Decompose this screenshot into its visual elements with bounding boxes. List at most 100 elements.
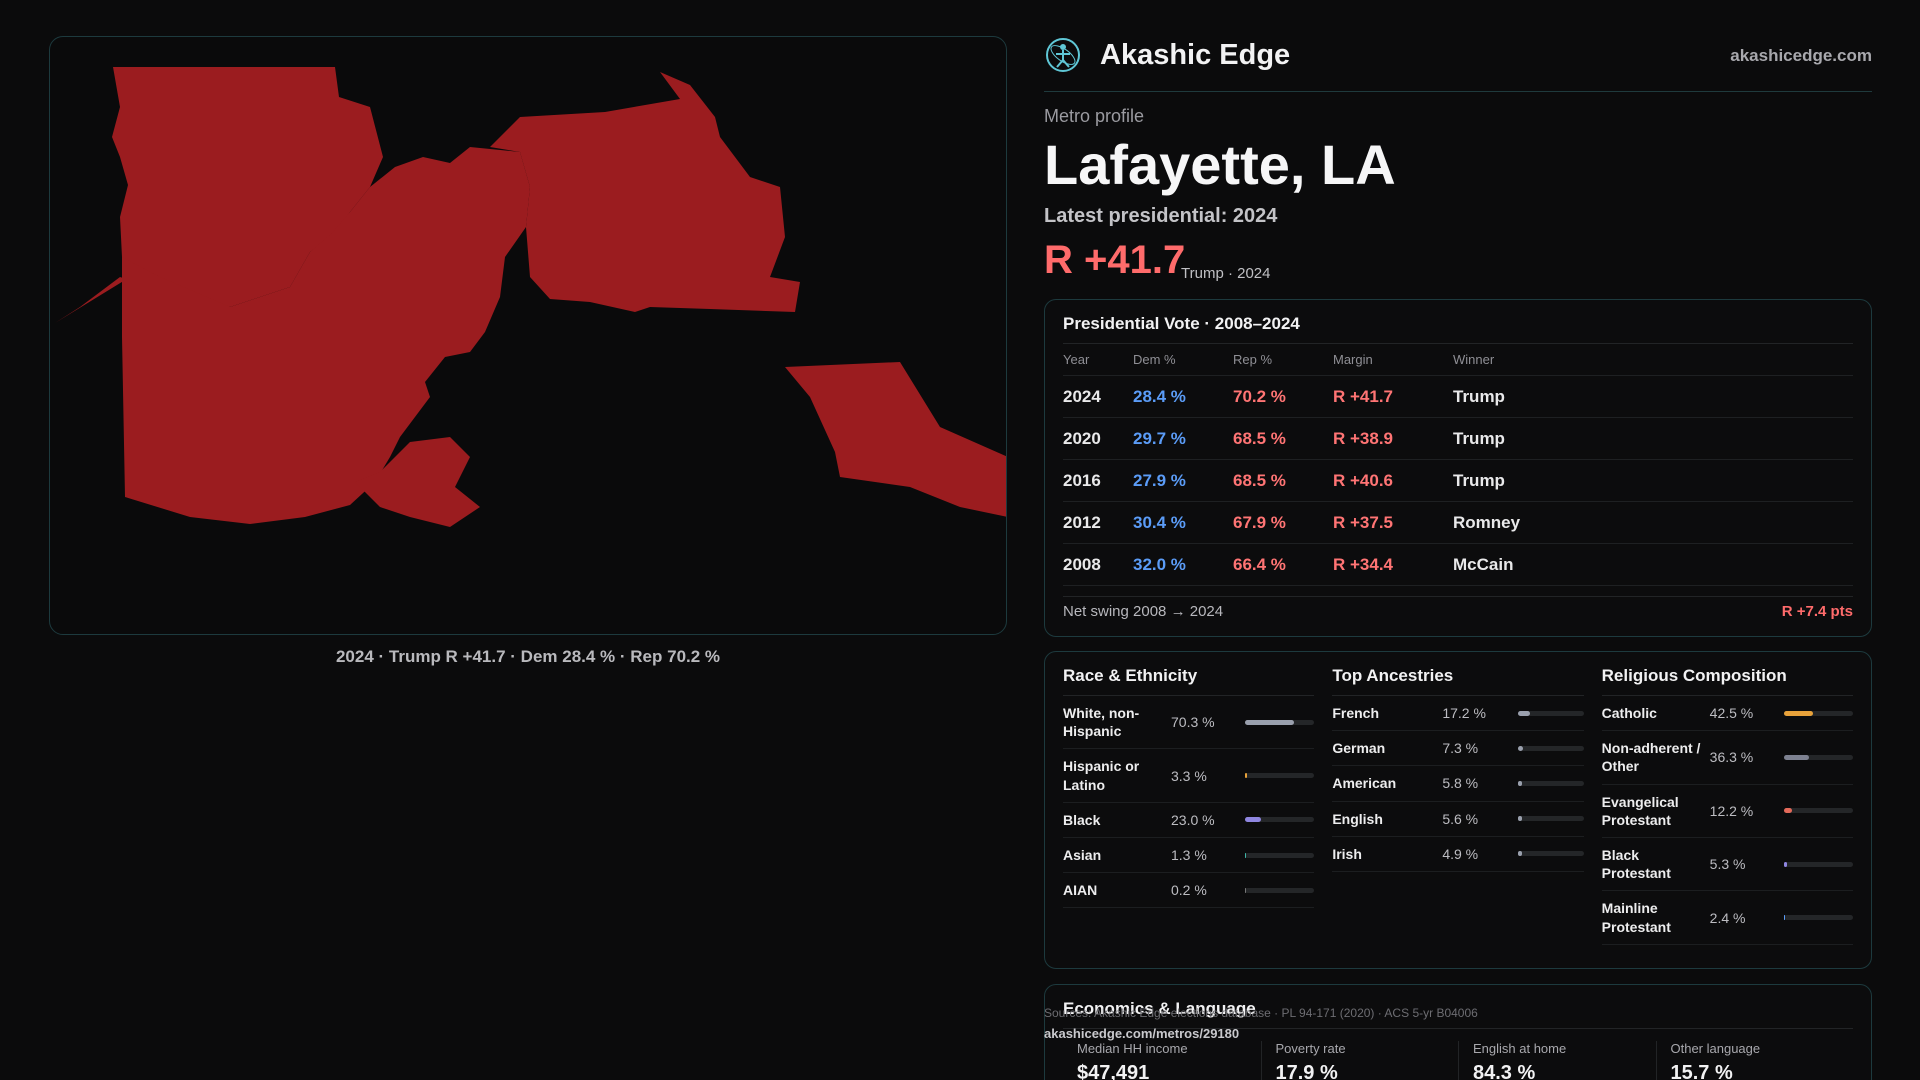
bar-track xyxy=(1245,719,1315,725)
item-label: White, non-Hispanic xyxy=(1063,705,1140,740)
latest-label: Latest presidential: 2024 xyxy=(1044,205,1278,227)
item-label: German xyxy=(1332,740,1386,757)
vote-table-header: Year Dem % Rep % Margin Winner xyxy=(1063,344,1853,376)
econ-value: 84.3 % xyxy=(1473,1062,1536,1080)
swing-value: R +7.4 pts xyxy=(1781,603,1853,620)
econ-label: English at home xyxy=(1473,1041,1567,1056)
bar-track xyxy=(1245,887,1315,893)
bar-track xyxy=(1783,808,1853,814)
item-label: Asian xyxy=(1063,846,1102,863)
list-item: German 7.3 % xyxy=(1332,731,1584,767)
item-label: AIAN xyxy=(1063,882,1098,899)
item-value: 3.3 % xyxy=(1171,767,1207,784)
econ-value: $47,491 xyxy=(1077,1062,1150,1080)
cell-dem: 28.4 % xyxy=(1133,386,1186,406)
page-title: Lafayette, LA xyxy=(1044,133,1396,196)
econ-label: Median HH income xyxy=(1077,1041,1188,1056)
brand[interactable]: Akashic Edge xyxy=(1044,36,1290,74)
bar-fill xyxy=(1518,710,1530,716)
metro-map[interactable] xyxy=(49,36,1007,635)
cell-year: 2020 xyxy=(1063,428,1101,448)
list-item: Black 23.0 % xyxy=(1063,803,1315,838)
list-item: White, non-Hispanic 70.3 % xyxy=(1063,696,1315,750)
item-label: Catholic xyxy=(1601,705,1657,721)
econ-stat: Poverty rate 17.9 % xyxy=(1260,1041,1459,1080)
bar-fill xyxy=(1518,816,1522,822)
cell-winner: Romney xyxy=(1453,512,1521,532)
demographics-card: Race & Ethnicity White, non-Hispanic 70.3… xyxy=(1044,651,1872,969)
religion-column: Religious Composition Catholic 42.5 % Non-… xyxy=(1601,666,1853,954)
col-rep: Rep % xyxy=(1233,352,1273,367)
cell-winner: Trump xyxy=(1453,470,1505,490)
econ-stat: Median HH income $47,491 xyxy=(1063,1041,1261,1080)
cell-year: 2008 xyxy=(1063,554,1101,574)
economics-title: Economics & Language xyxy=(1063,999,1853,1029)
cell-dem: 32.0 % xyxy=(1133,554,1186,574)
brand-name: Akashic Edge xyxy=(1100,38,1291,71)
cell-winner: Trump xyxy=(1453,428,1505,448)
item-value: 36.3 % xyxy=(1709,749,1754,766)
item-value: 42.5 % xyxy=(1709,705,1754,722)
cell-winner: McCain xyxy=(1453,554,1514,574)
bar-fill xyxy=(1245,852,1246,858)
header-divider xyxy=(1044,91,1872,92)
cell-margin: R +41.7 xyxy=(1333,386,1394,406)
table-row: 2008 32.0 % 66.4 % R +34.4 McCain xyxy=(1063,544,1853,586)
list-item: Non-adherent / Other 36.3 % xyxy=(1601,731,1853,785)
headline-margin: R +41.7 xyxy=(1044,238,1186,282)
item-value: 70.3 % xyxy=(1171,714,1215,731)
item-label: Evangelical Protestant xyxy=(1601,793,1679,828)
bar-fill xyxy=(1245,773,1248,779)
econ-value: 17.9 % xyxy=(1275,1062,1338,1080)
item-label: Hispanic or Latino xyxy=(1063,758,1140,793)
item-label: Non-adherent / Other xyxy=(1601,740,1701,775)
cell-dem: 29.7 % xyxy=(1133,428,1186,448)
vote-table-card: Presidential Vote · 2008–2024 Year Dem %… xyxy=(1044,299,1872,637)
swing-label: Net swing 2008 → 2024 xyxy=(1063,603,1224,620)
bar-track xyxy=(1518,780,1584,786)
item-value: 7.3 % xyxy=(1442,740,1479,757)
item-value: 5.8 % xyxy=(1442,775,1479,792)
item-value: 23.0 % xyxy=(1171,811,1215,828)
bar-track xyxy=(1783,710,1853,716)
econ-label: Other language xyxy=(1670,1041,1761,1056)
economics-card: Economics & Language Median HH income $47… xyxy=(1044,984,1872,1080)
cell-rep: 68.5 % xyxy=(1233,470,1286,490)
item-label: Irish xyxy=(1332,845,1362,862)
sources-note: Sources: Akashic Edge elections database… xyxy=(1044,1006,1478,1020)
econ-stat: Other language 15.7 % xyxy=(1655,1041,1854,1080)
bar-track xyxy=(1518,851,1584,857)
item-label: Mainline Protestant xyxy=(1601,900,1671,935)
bar-fill xyxy=(1783,861,1788,867)
econ-value: 15.7 % xyxy=(1670,1062,1733,1080)
item-value: 17.2 % xyxy=(1442,705,1486,722)
bar-fill xyxy=(1518,780,1523,786)
table-row: 2020 29.7 % 68.5 % R +38.9 Trump xyxy=(1063,418,1853,460)
list-item: French 17.2 % xyxy=(1332,696,1584,732)
bar-fill xyxy=(1245,817,1261,823)
cell-rep: 66.4 % xyxy=(1233,554,1286,574)
bar-fill xyxy=(1783,808,1793,814)
bar-track xyxy=(1783,861,1853,867)
col-year: Year xyxy=(1063,352,1090,367)
county-shape-center xyxy=(122,147,530,524)
bar-track xyxy=(1245,773,1315,779)
source-url[interactable]: akashicedge.com/metros/29180 xyxy=(1044,1026,1240,1041)
item-value: 5.3 % xyxy=(1709,856,1746,873)
bar-fill xyxy=(1783,710,1814,716)
brand-url[interactable]: akashicedge.com xyxy=(1730,46,1872,65)
table-row: 2016 27.9 % 68.5 % R +40.6 Trump xyxy=(1063,460,1853,502)
bar-fill xyxy=(1245,719,1294,725)
vote-table-title: Presidential Vote · 2008–2024 xyxy=(1063,314,1853,344)
bar-track xyxy=(1518,816,1584,822)
list-item: English 5.6 % xyxy=(1332,802,1584,837)
col-winner: Winner xyxy=(1453,352,1495,367)
list-item: AIAN 0.2 % xyxy=(1063,873,1315,909)
swing-footer: Net swing 2008 → 2024 R +7.4 pts xyxy=(1063,596,1853,620)
list-item: Hispanic or Latino 3.3 % xyxy=(1063,749,1315,803)
item-value: 12.2 % xyxy=(1709,802,1754,819)
list-item: Asian 1.3 % xyxy=(1063,838,1315,874)
bar-track xyxy=(1783,754,1853,760)
econ-label: Poverty rate xyxy=(1275,1041,1346,1056)
item-label: Black Protestant xyxy=(1601,846,1671,882)
